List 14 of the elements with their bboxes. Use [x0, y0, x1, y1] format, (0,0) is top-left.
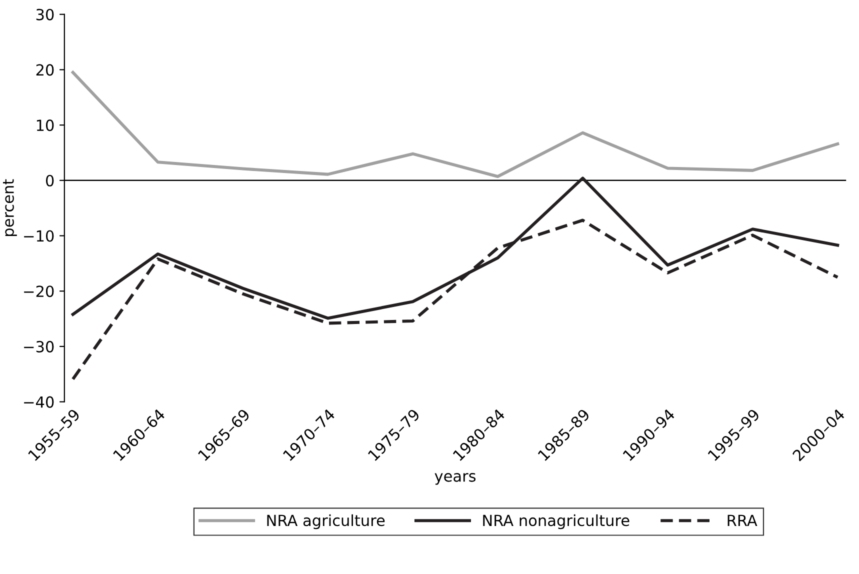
y-tick-label: 10: [36, 120, 54, 132]
y-tick-label: 30: [36, 8, 54, 20]
y-tick-label: −30: [24, 340, 54, 352]
line-series: [71, 70, 840, 178]
legend-label: RRA: [728, 514, 758, 526]
legend-label: NRA nonagriculture: [483, 514, 630, 530]
y-tick-label: −40: [24, 396, 54, 408]
x-axis-title: years: [434, 473, 476, 485]
y-tick-label: −20: [24, 286, 54, 298]
y-tick-label: −10: [24, 230, 54, 242]
y-tick-label: 0: [46, 174, 54, 186]
y-axis-title: percent: [3, 179, 17, 236]
y-tick-label: 20: [36, 64, 54, 76]
legend-label: NRA agriculture: [267, 514, 385, 530]
